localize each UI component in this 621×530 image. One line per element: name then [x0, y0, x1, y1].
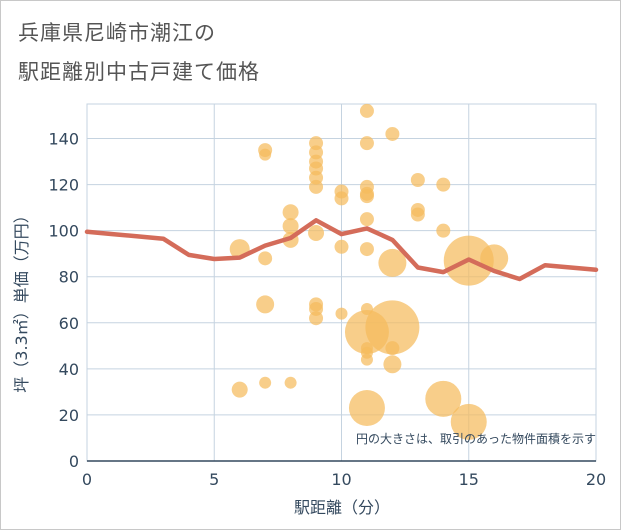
x-axis-label: 駅距離（分） — [294, 498, 390, 517]
bubble-point — [309, 179, 324, 194]
bubble-point — [308, 224, 325, 241]
bubble-layer — [229, 103, 509, 440]
y-tick-label: 100 — [48, 222, 79, 241]
bubble-point — [450, 403, 487, 440]
x-tick-label: 0 — [82, 470, 92, 489]
x-tick-label: 15 — [459, 470, 479, 489]
bubble-point — [436, 223, 451, 238]
bubble-point — [425, 380, 462, 417]
bubble-size-note: 円の大きさは、取引のあった物件面積を示す — [356, 431, 596, 446]
bubble-point — [282, 218, 299, 235]
y-tick-label: 140 — [48, 130, 79, 149]
bubble-point — [259, 148, 272, 161]
y-tick-label: 120 — [48, 176, 79, 195]
bubble-point — [359, 212, 374, 227]
y-tick-label: 0 — [69, 452, 79, 471]
average-price-line — [84, 218, 599, 282]
bubble-point — [436, 177, 451, 192]
bubble-point — [360, 353, 373, 366]
bubble-point — [359, 103, 374, 118]
bubble-point — [334, 191, 349, 206]
bubble-point — [359, 189, 374, 204]
y-tick-label: 80 — [59, 268, 79, 287]
bubble-point — [256, 295, 275, 314]
bubble-point — [259, 376, 272, 389]
bubble-point — [385, 126, 400, 141]
bubble-point — [378, 248, 407, 277]
bubble-point — [383, 355, 402, 374]
bubble-point — [348, 390, 385, 427]
bubble-point — [284, 376, 297, 389]
bubble-point — [309, 311, 324, 326]
x-tick-label: 10 — [331, 470, 351, 489]
y-tick-label: 60 — [59, 314, 79, 333]
bubble-point — [231, 381, 248, 398]
bubble-point — [410, 207, 425, 222]
y-axis-label: 坪（3.3㎡）単価（万円） — [12, 207, 31, 392]
x-tick-label: 20 — [586, 470, 606, 489]
grid-layer — [86, 103, 597, 462]
bubble-point — [480, 244, 509, 273]
y-tick-label: 40 — [59, 360, 79, 379]
chart-title-line-1: 兵庫県尼崎市潮江の — [18, 21, 216, 45]
bubble-point — [282, 204, 299, 221]
y-tick-label: 20 — [59, 406, 79, 425]
bubble-point — [335, 307, 348, 320]
bubble-point — [359, 242, 374, 257]
bubble-point — [258, 251, 273, 266]
tick-label-layer: 0 20 40 60 80 100 120 140 0 5 10 15 20 — [48, 130, 606, 489]
bubble-point — [334, 239, 349, 254]
bubble-point — [365, 300, 420, 355]
x-tick-label: 5 — [209, 470, 219, 489]
trend-line-layer — [84, 218, 599, 282]
bubble-point — [385, 341, 400, 356]
chart-title-line-2: 駅距離別中古戸建て価格 — [18, 60, 260, 84]
bubble-point — [410, 173, 425, 188]
bubble-point — [359, 136, 374, 151]
